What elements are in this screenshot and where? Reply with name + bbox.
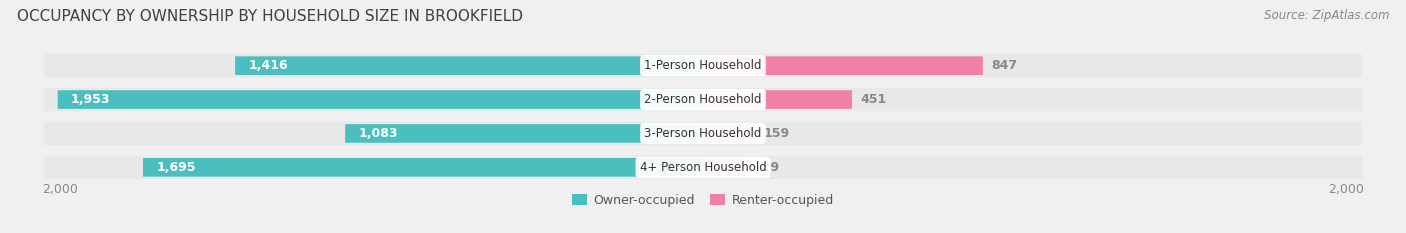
Text: 1,953: 1,953 xyxy=(70,93,111,106)
FancyBboxPatch shape xyxy=(235,56,703,75)
FancyBboxPatch shape xyxy=(44,88,1362,111)
Text: 2-Person Household: 2-Person Household xyxy=(644,93,762,106)
FancyBboxPatch shape xyxy=(44,54,1362,77)
FancyBboxPatch shape xyxy=(344,124,703,143)
Legend: Owner-occupied, Renter-occupied: Owner-occupied, Renter-occupied xyxy=(568,189,838,212)
Text: Source: ZipAtlas.com: Source: ZipAtlas.com xyxy=(1264,9,1389,22)
FancyBboxPatch shape xyxy=(44,122,1362,145)
Text: 1,695: 1,695 xyxy=(156,161,195,174)
Text: 2,000: 2,000 xyxy=(42,183,79,196)
Text: 129: 129 xyxy=(754,161,780,174)
Text: 1-Person Household: 1-Person Household xyxy=(644,59,762,72)
Text: 847: 847 xyxy=(991,59,1018,72)
FancyBboxPatch shape xyxy=(44,156,1362,179)
Text: 1,083: 1,083 xyxy=(359,127,398,140)
Text: OCCUPANCY BY OWNERSHIP BY HOUSEHOLD SIZE IN BROOKFIELD: OCCUPANCY BY OWNERSHIP BY HOUSEHOLD SIZE… xyxy=(17,9,523,24)
Text: 3-Person Household: 3-Person Household xyxy=(644,127,762,140)
FancyBboxPatch shape xyxy=(703,124,755,143)
FancyBboxPatch shape xyxy=(703,90,852,109)
Text: 2,000: 2,000 xyxy=(1327,183,1364,196)
FancyBboxPatch shape xyxy=(143,158,703,177)
FancyBboxPatch shape xyxy=(703,56,983,75)
FancyBboxPatch shape xyxy=(703,158,745,177)
Text: 159: 159 xyxy=(763,127,790,140)
Text: 4+ Person Household: 4+ Person Household xyxy=(640,161,766,174)
Text: 1,416: 1,416 xyxy=(249,59,288,72)
FancyBboxPatch shape xyxy=(58,90,703,109)
Text: 451: 451 xyxy=(860,93,887,106)
